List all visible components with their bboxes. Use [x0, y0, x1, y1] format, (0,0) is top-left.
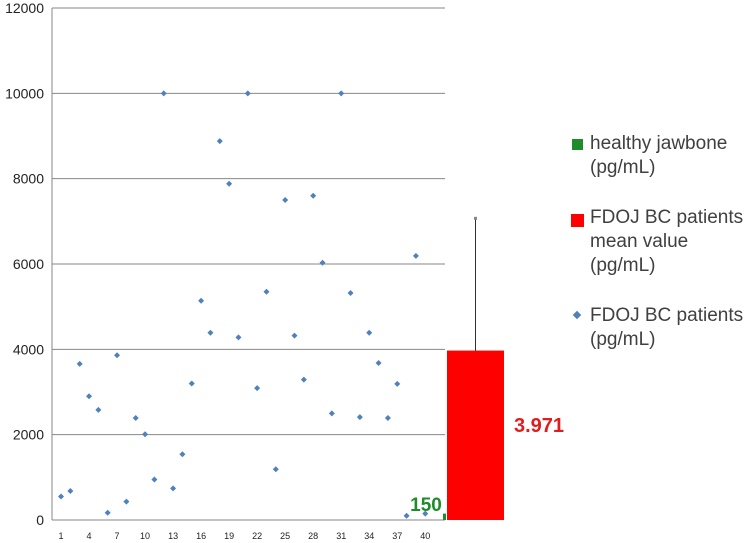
- x-tick-label: 19: [224, 531, 234, 541]
- data-point: [328, 410, 335, 417]
- y-tick-label: 6000: [13, 256, 44, 272]
- data-point: [422, 510, 429, 517]
- x-tick-label: 34: [364, 531, 374, 541]
- legend-label: FDOJ BC patients (pg/mL): [590, 305, 744, 350]
- y-tick-label: 10000: [5, 85, 44, 101]
- x-tick-label: 4: [87, 531, 92, 541]
- data-point: [394, 380, 401, 387]
- x-tick-label: 25: [280, 531, 290, 541]
- x-tick-label: 16: [196, 531, 206, 541]
- data-point: [170, 485, 177, 492]
- data-point: [151, 476, 158, 483]
- x-tick-label: 37: [392, 531, 402, 541]
- data-point: [198, 297, 205, 304]
- data-point: [235, 334, 242, 341]
- data-point: [76, 360, 83, 367]
- legend-blue-diamond-icon: [572, 310, 582, 320]
- data-point: [375, 359, 382, 366]
- data-point: [254, 385, 261, 392]
- x-tick-label: 1: [58, 531, 63, 541]
- y-tick-label: 2000: [13, 427, 44, 443]
- data-point: [403, 512, 410, 519]
- data-point: [282, 197, 289, 203]
- data-point: [104, 509, 111, 516]
- bar-healthy-jawbone: [443, 513, 446, 520]
- legend-item-mean-value: FDOJ BC patients mean value (pg/mL): [571, 206, 747, 278]
- data-point: [263, 288, 270, 295]
- data-point: [188, 380, 195, 387]
- data-point: [132, 415, 139, 422]
- data-point: [272, 466, 279, 473]
- legend: healthy jawbone (pg/mL) FDOJ BC patients…: [571, 132, 747, 378]
- data-point: [291, 332, 298, 339]
- data-point: [384, 415, 391, 422]
- data-point: [338, 90, 345, 97]
- legend-item-patients: FDOJ BC patients (pg/mL): [572, 304, 747, 352]
- data-point: [86, 393, 93, 400]
- x-tick-label: 10: [140, 531, 150, 541]
- bar-mean-value: [447, 350, 504, 520]
- data-point: [310, 192, 317, 199]
- x-tick-label: 7: [115, 531, 120, 541]
- data-point: [67, 487, 74, 494]
- x-tick-label: 31: [336, 531, 346, 541]
- data-point: [216, 138, 223, 145]
- data-point: [366, 329, 373, 336]
- legend-label: healthy jawbone (pg/mL): [590, 133, 728, 178]
- data-point: [142, 431, 149, 438]
- data-point: [114, 352, 121, 359]
- data-label-mean-value: 3.971: [514, 415, 564, 437]
- legend-green-square-icon: [572, 139, 583, 150]
- data-point: [300, 376, 307, 383]
- data-point: [207, 329, 214, 336]
- data-point: [123, 498, 130, 505]
- x-tick-label: 28: [308, 531, 318, 541]
- x-tick-label: 13: [168, 531, 178, 541]
- legend-item-healthy-jawbone: healthy jawbone (pg/mL): [572, 132, 747, 180]
- data-point: [179, 451, 186, 458]
- error-bar-cap: [474, 216, 477, 220]
- data-label-healthy-jawbone: 150: [410, 495, 442, 516]
- legend-red-square-icon: [571, 214, 584, 227]
- y-tick-label: 4000: [13, 341, 44, 357]
- y-tick-label: 0: [36, 512, 44, 528]
- data-point: [356, 414, 363, 421]
- data-point: [244, 90, 251, 97]
- x-tick-label: 22: [252, 531, 262, 541]
- data-point: [95, 406, 102, 413]
- data-point: [160, 90, 167, 97]
- data-point: [319, 259, 326, 266]
- x-tick-label: 40: [420, 531, 430, 541]
- y-tick-label: 12000: [5, 0, 44, 16]
- data-point: [347, 290, 354, 297]
- y-tick-label: 8000: [13, 171, 44, 187]
- data-point: [412, 252, 419, 259]
- data-point: [226, 180, 233, 187]
- data-point: [58, 493, 64, 500]
- legend-label: FDOJ BC patients mean value (pg/mL): [590, 207, 744, 276]
